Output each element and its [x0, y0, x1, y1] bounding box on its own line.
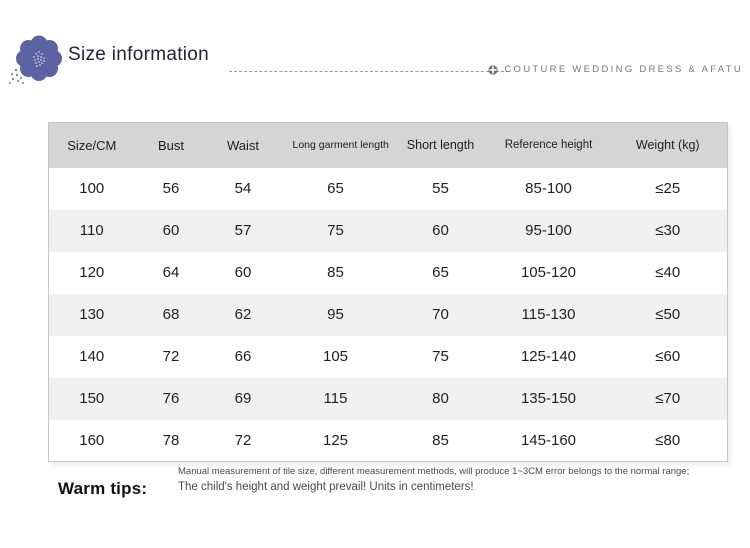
table-cell: 105-120	[488, 251, 609, 294]
size-table-head-row: Size/CM Bust Waist Long garment length Short…	[48, 122, 728, 168]
table-cell: 80	[392, 377, 489, 420]
table-row: 140 72 66 105 75 125-140 ≤60	[48, 335, 728, 378]
measurement-note: Manual measurement of tile size, differe…	[178, 466, 690, 477]
table-cell: 105	[278, 335, 393, 378]
table-cell: 55	[392, 167, 489, 210]
table-cell: 66	[207, 335, 279, 378]
brand-badge-icon	[488, 64, 498, 75]
table-cell: 125-140	[488, 335, 609, 378]
table-cell: 70	[392, 293, 489, 336]
warm-tips-text: Manual measurement of tile size, differe…	[178, 466, 738, 495]
table-cell: 130	[48, 293, 135, 336]
table-cell: ≤30	[608, 209, 728, 252]
table-cell: 110	[48, 209, 135, 252]
table-row: 120 64 60 85 65 105-120 ≤40	[48, 251, 728, 294]
table-cell: ≤60	[608, 335, 728, 378]
table-row: 100 56 54 65 55 85-100 ≤25	[48, 167, 728, 210]
table-cell: ≤70	[608, 377, 728, 420]
table-cell: 76	[134, 377, 208, 420]
size-table-head: Size/CM Bust Waist Long garment length Short…	[48, 122, 728, 168]
table-row: 160 78 72 125 85 145-160 ≤80	[48, 419, 728, 462]
table-row: 110 60 57 75 60 95-100 ≤30	[48, 209, 728, 252]
table-row: 150 76 69 115 80 135-150 ≤70	[48, 377, 728, 420]
table-cell: 145-160	[488, 419, 609, 462]
table-row: 130 68 62 95 70 115-130 ≤50	[48, 293, 728, 336]
size-table: Size/CM Bust Waist Long garment length Short…	[48, 122, 728, 462]
table-cell: 54	[207, 167, 279, 210]
table-cell: ≤25	[608, 167, 728, 210]
column-header-weight-kg-: Weight (kg)	[608, 122, 728, 168]
table-cell: 95	[278, 293, 393, 336]
column-header-reference-height: Reference height	[488, 122, 609, 168]
units-note: The child's height and weight prevail! U…	[178, 480, 474, 493]
table-cell: ≤40	[608, 251, 728, 294]
table-cell: 120	[48, 251, 135, 294]
table-cell: 135-150	[488, 377, 609, 420]
table-cell: 125	[278, 419, 393, 462]
size-table-body: 100 56 54 65 55 85-100 ≤25 110 60 57 75 60 95-100 ≤30…	[48, 167, 728, 462]
table-cell: 56	[134, 167, 208, 210]
table-cell: 72	[134, 335, 208, 378]
table-cell: 115-130	[488, 293, 609, 336]
table-cell: 60	[134, 209, 208, 252]
table-cell: 95-100	[488, 209, 609, 252]
table-cell: 160	[48, 419, 135, 462]
table-cell: 65	[278, 167, 393, 210]
table-cell: 115	[278, 377, 393, 420]
table-cell: 62	[207, 293, 279, 336]
column-header-long-garment-length: Long garment length	[278, 122, 393, 168]
column-header-size-cm: Size/CM	[48, 122, 135, 168]
table-cell: 60	[207, 251, 279, 294]
table-cell: 69	[207, 377, 279, 420]
column-header-short-length: Short length	[392, 122, 489, 168]
dashed-divider	[229, 71, 509, 72]
table-cell: 150	[48, 377, 135, 420]
table-cell: 140	[48, 335, 135, 378]
flower-icon	[8, 28, 70, 90]
table-cell: 75	[392, 335, 489, 378]
brand-text: COUTURE WEDDING DRESS & AFATU	[504, 64, 743, 75]
warm-tips-label: Warm tips:	[58, 479, 148, 498]
table-cell: 65	[392, 251, 489, 294]
table-cell: ≤80	[608, 419, 728, 462]
table-cell: 85	[278, 251, 393, 294]
table-cell: 68	[134, 293, 208, 336]
table-cell: 60	[392, 209, 489, 252]
table-cell: 75	[278, 209, 393, 252]
column-header-bust: Bust	[134, 122, 208, 168]
table-cell: 100	[48, 167, 135, 210]
column-header-waist: Waist	[207, 122, 279, 168]
table-cell: 64	[134, 251, 208, 294]
brand-watermark: COUTURE WEDDING DRESS & AFATU	[488, 64, 743, 75]
table-cell: 78	[134, 419, 208, 462]
page-title: Size information	[68, 44, 210, 65]
table-cell: 85	[392, 419, 489, 462]
table-cell: 57	[207, 209, 279, 252]
table-cell: 85-100	[488, 167, 609, 210]
table-cell: 72	[207, 419, 279, 462]
table-cell: ≤50	[608, 293, 728, 336]
